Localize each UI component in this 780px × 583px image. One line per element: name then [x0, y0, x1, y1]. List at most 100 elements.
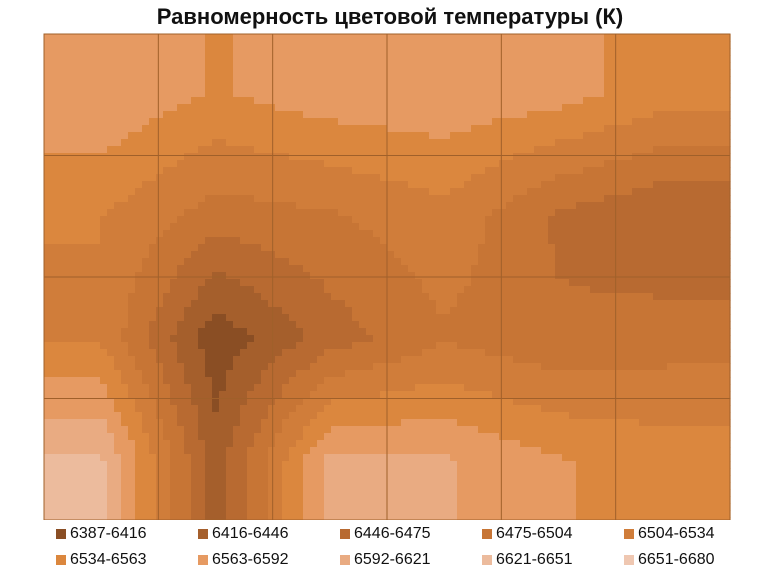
heatmap-cell	[128, 48, 136, 56]
heatmap-cell	[464, 216, 472, 224]
heatmap-cell	[163, 216, 171, 224]
heatmap-cell	[478, 69, 486, 77]
heatmap-cell	[681, 55, 689, 63]
heatmap-cell	[275, 342, 283, 350]
heatmap-cell	[618, 76, 626, 84]
heatmap-cell	[352, 244, 360, 252]
heatmap-cell	[548, 349, 556, 357]
heatmap-cell	[625, 244, 633, 252]
heatmap-cell	[604, 195, 612, 203]
heatmap-cell	[268, 300, 276, 308]
heatmap-cell	[226, 237, 234, 245]
heatmap-cell	[534, 223, 542, 231]
heatmap-cell	[149, 202, 157, 210]
heatmap-cell	[422, 384, 430, 392]
heatmap-cell	[618, 251, 626, 259]
heatmap-cell	[646, 314, 654, 322]
heatmap-cell	[51, 314, 59, 322]
heatmap-cell	[716, 321, 724, 329]
heatmap-cell	[625, 146, 633, 154]
heatmap-cell	[485, 69, 493, 77]
heatmap-cell	[268, 202, 276, 210]
heatmap-cell	[310, 41, 318, 49]
heatmap-cell	[79, 377, 87, 385]
heatmap-cell	[191, 349, 199, 357]
heatmap-cell	[499, 62, 507, 70]
heatmap-cell	[499, 125, 507, 133]
heatmap-cell	[65, 34, 73, 42]
heatmap-cell	[646, 209, 654, 217]
heatmap-cell	[660, 272, 668, 280]
heatmap-cell	[695, 244, 703, 252]
heatmap-cell	[352, 314, 360, 322]
heatmap-cell	[604, 335, 612, 343]
heatmap-cell	[674, 181, 682, 189]
heatmap-cell	[310, 83, 318, 91]
heatmap-cell	[611, 307, 619, 315]
heatmap-cell	[387, 314, 395, 322]
heatmap-cell	[597, 202, 605, 210]
heatmap-cell	[534, 307, 542, 315]
heatmap-cell	[590, 230, 598, 238]
heatmap-cell	[205, 328, 213, 336]
heatmap-cell	[534, 314, 542, 322]
heatmap-cell	[233, 342, 241, 350]
heatmap-cell	[128, 55, 136, 63]
heatmap-cell	[233, 279, 241, 287]
heatmap-cell	[387, 293, 395, 301]
heatmap-cell	[324, 97, 332, 105]
heatmap-cell	[149, 41, 157, 49]
heatmap-cell	[597, 370, 605, 378]
heatmap-cell	[562, 321, 570, 329]
heatmap-cell	[394, 265, 402, 273]
heatmap-cell	[282, 384, 290, 392]
heatmap-cell	[485, 90, 493, 98]
heatmap-cell	[51, 272, 59, 280]
heatmap-cell	[611, 363, 619, 371]
heatmap-cell	[660, 265, 668, 273]
heatmap-cell	[72, 230, 80, 238]
heatmap-cell	[667, 62, 675, 70]
heatmap-cell	[576, 195, 584, 203]
heatmap-cell	[632, 265, 640, 273]
heatmap-cell	[142, 335, 150, 343]
heatmap-cell	[219, 125, 227, 133]
heatmap-cell	[576, 153, 584, 161]
heatmap-cell	[296, 286, 304, 294]
heatmap-cell	[716, 307, 724, 315]
heatmap-cell	[317, 384, 325, 392]
heatmap-cell	[590, 160, 598, 168]
heatmap-cell	[233, 104, 241, 112]
heatmap-cell	[240, 377, 248, 385]
heatmap-cell	[121, 48, 129, 56]
heatmap-cell	[184, 307, 192, 315]
heatmap-cell	[338, 132, 346, 140]
heatmap-cell	[58, 384, 66, 392]
heatmap-cell	[317, 209, 325, 217]
heatmap-cell	[275, 279, 283, 287]
heatmap-cell	[233, 69, 241, 77]
heatmap-cell	[653, 118, 661, 126]
heatmap-cell	[394, 377, 402, 385]
heatmap-cell	[135, 307, 143, 315]
heatmap-cell	[303, 321, 311, 329]
heatmap-cell	[345, 335, 353, 343]
heatmap-cell	[597, 132, 605, 140]
heatmap-cell	[142, 216, 150, 224]
heatmap-cell	[401, 377, 409, 385]
heatmap-cell	[184, 55, 192, 63]
heatmap-cell	[674, 279, 682, 287]
heatmap-cell	[44, 223, 52, 231]
heatmap-cell	[268, 153, 276, 161]
heatmap-cell	[128, 174, 136, 182]
heatmap-cell	[541, 244, 549, 252]
heatmap-cell	[695, 111, 703, 119]
heatmap-cell	[548, 244, 556, 252]
heatmap-cell	[156, 377, 164, 385]
heatmap-cell	[240, 342, 248, 350]
heatmap-cell	[520, 237, 528, 245]
heatmap-cell	[478, 216, 486, 224]
heatmap-cell	[520, 279, 528, 287]
heatmap-cell	[149, 272, 157, 280]
heatmap-cell	[156, 69, 164, 77]
